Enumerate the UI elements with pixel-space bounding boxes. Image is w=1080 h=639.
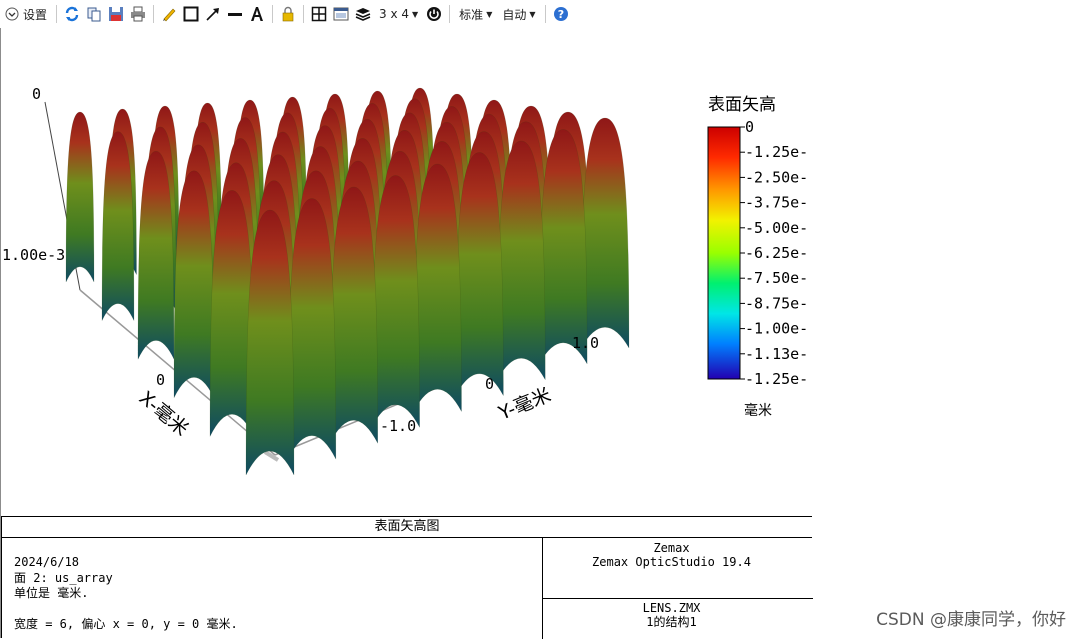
- info-date: 2024/6/18: [14, 555, 80, 569]
- z-axis-tick: 1.00e-3: [2, 246, 65, 264]
- chevron-down-icon: ▼: [486, 9, 493, 19]
- settings-button[interactable]: 设置: [1, 3, 51, 25]
- pencil-button[interactable]: [159, 3, 179, 25]
- line-button[interactable]: [225, 3, 245, 25]
- rectangle-button[interactable]: [181, 3, 201, 25]
- watermark: CSDN @康康同学，你好: [876, 610, 1066, 630]
- x-axis-label: X-毫米: [135, 387, 193, 440]
- colorbar-unit: 毫米: [744, 402, 772, 419]
- lock-button[interactable]: [278, 3, 298, 25]
- surface-bump: [496, 140, 546, 381]
- refresh-button[interactable]: [62, 3, 82, 25]
- svg-text:?: ?: [557, 8, 563, 21]
- arrow-icon: [206, 8, 220, 21]
- colorbar-tick-label: -1.00e-: [745, 320, 808, 338]
- info-title: 表面矢高图: [2, 517, 812, 538]
- standard-label: 标准: [459, 7, 484, 22]
- layers-button[interactable]: [353, 3, 373, 25]
- print-button[interactable]: [128, 3, 148, 25]
- surface-bump: [209, 190, 255, 437]
- standard-dropdown[interactable]: 标准 ▼: [455, 3, 496, 25]
- colorbar-tick-label: -3.75e-: [745, 194, 808, 212]
- colorbar-tick-label: -1.13e-: [745, 345, 808, 363]
- help-button[interactable]: ?: [551, 3, 571, 25]
- surface-bump: [538, 129, 588, 365]
- power-icon: [427, 7, 442, 21]
- colorbar-tick-label: -1.25e-: [745, 143, 808, 161]
- info-product: Zemax OpticStudio 19.4: [592, 555, 751, 569]
- z-axis-label: 0: [32, 85, 41, 103]
- pencil-icon: [163, 8, 176, 22]
- window-button[interactable]: [331, 3, 351, 25]
- colorbar-tick-label: -2.50e-: [745, 168, 808, 186]
- chevron-down-circle-icon: [5, 7, 19, 21]
- info-units: 单位是 毫米.: [14, 586, 89, 600]
- surface-bump: [137, 150, 175, 360]
- colorbar-tick-label: -8.75e-: [745, 294, 808, 312]
- surface-bump: [329, 186, 378, 444]
- help-icon: ?: [553, 7, 568, 21]
- surface-sag-plot: 0 1.00e-3 0 X-毫米 -1.0 0 1.0 Y-毫米 表面矢高 0-…: [2, 85, 808, 476]
- colorbar-ticks: 0 -1.25e- -2.50e- -3.75e- -5.00e- -6.25e- -7.5…: [740, 118, 808, 388]
- save-icon: [109, 7, 124, 21]
- info-software: Zemax Zemax OpticStudio 19.4: [543, 541, 800, 569]
- rectangle-icon: [183, 6, 199, 22]
- surface-bump: [65, 111, 95, 283]
- x-tick-0: 0: [156, 371, 165, 389]
- y-tick-0: 0: [485, 375, 494, 393]
- colorbar-gradient: [707, 126, 741, 380]
- text-icon: [251, 7, 264, 21]
- info-company: Zemax: [653, 541, 690, 555]
- print-icon: [131, 6, 146, 22]
- colorbar: 表面矢高 0 -1.25e- -2.50e- -3.75e- -5.00e- -6.25e…: [707, 95, 808, 419]
- auto-label: 自动: [502, 7, 527, 22]
- info-config: 1的结构1: [646, 615, 697, 629]
- lock-icon: [282, 6, 294, 22]
- grid-button[interactable]: [309, 3, 329, 25]
- chevron-down-icon: ▼: [412, 9, 419, 19]
- surface-bump: [245, 209, 295, 476]
- colorbar-tick-label: -5.00e-: [745, 219, 808, 237]
- settings-label: 设置: [23, 7, 48, 22]
- plot-left-border: [0, 28, 1, 638]
- surface-bump: [580, 117, 630, 349]
- auto-dropdown[interactable]: 自动 ▼: [498, 3, 539, 25]
- power-button[interactable]: [424, 3, 444, 25]
- toolbar: 设置 3 x 4 ▼: [0, 0, 1080, 28]
- surface-bump: [455, 152, 504, 396]
- info-details: 2024/6/18 面 2: us_array 单位是 毫米. 宽度 = 6, 偏心…: [14, 555, 238, 633]
- colorbar-tick-label: 0: [745, 118, 754, 136]
- copy-icon: [87, 7, 101, 22]
- y-tick-neg1: -1.0: [380, 417, 416, 435]
- colorbar-title: 表面矢高: [708, 95, 776, 115]
- refresh-icon: [65, 6, 79, 22]
- colorbar-tick-label: -6.25e-: [745, 244, 808, 262]
- colorbar-tick-label: -1.25e-: [745, 370, 808, 388]
- surface-bump: [371, 175, 420, 428]
- grid-icon: [311, 6, 327, 22]
- y-tick-1: 1.0: [572, 334, 599, 352]
- text-button[interactable]: [247, 3, 267, 25]
- colorbar-tick-label: -7.50e-: [745, 269, 808, 287]
- surface-bump: [101, 131, 135, 321]
- info-width: 宽度 = 6, 偏心 x = 0, y = 0 毫米.: [14, 617, 238, 631]
- window-icon: [333, 7, 349, 21]
- line-icon: [228, 13, 243, 16]
- surface-bump: [413, 163, 462, 412]
- layout-dropdown[interactable]: 3 x 4 ▼: [375, 3, 422, 25]
- layers-icon: [355, 8, 371, 21]
- arrow-button[interactable]: [203, 3, 223, 25]
- surface-mesh: [65, 87, 630, 476]
- surface-bump: [287, 198, 337, 460]
- save-button[interactable]: [106, 3, 126, 25]
- info-file: LENS.ZMX: [642, 601, 701, 615]
- copy-button[interactable]: [84, 3, 104, 25]
- info-panel: 表面矢高图 2024/6/18 面 2: us_array 单位是 毫米. 宽度 =…: [1, 516, 813, 639]
- surface-bump: [173, 170, 215, 398]
- info-surface: 面 2: us_array: [14, 570, 113, 585]
- info-file-block: LENS.ZMX 1的结构1: [543, 601, 800, 629]
- layout-label: 3 x 4: [379, 7, 410, 21]
- chevron-down-icon: ▼: [529, 9, 536, 19]
